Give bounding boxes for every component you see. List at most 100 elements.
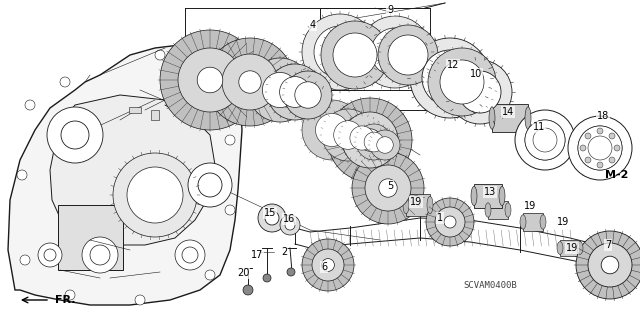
Circle shape: [312, 249, 344, 281]
Circle shape: [426, 198, 474, 246]
Text: 6: 6: [321, 262, 327, 272]
Circle shape: [44, 249, 56, 261]
Circle shape: [597, 162, 603, 168]
Circle shape: [328, 98, 412, 182]
Circle shape: [210, 70, 220, 80]
Circle shape: [585, 133, 591, 139]
Circle shape: [243, 285, 253, 295]
Circle shape: [205, 270, 215, 280]
Bar: [523, 213, 543, 231]
Circle shape: [340, 116, 384, 160]
Circle shape: [263, 274, 271, 282]
Circle shape: [448, 60, 512, 124]
Text: 19: 19: [557, 217, 569, 227]
Circle shape: [515, 110, 575, 170]
Text: 7: 7: [605, 240, 611, 250]
Circle shape: [364, 132, 384, 152]
Text: 12: 12: [447, 60, 459, 70]
Circle shape: [422, 50, 478, 106]
Polygon shape: [50, 95, 215, 245]
Circle shape: [17, 170, 27, 180]
Circle shape: [580, 145, 586, 151]
Circle shape: [350, 126, 374, 150]
Circle shape: [61, 121, 89, 149]
Circle shape: [333, 121, 362, 149]
Circle shape: [601, 256, 619, 274]
Text: 9: 9: [387, 5, 393, 15]
Circle shape: [222, 54, 278, 110]
Circle shape: [20, 255, 30, 265]
Ellipse shape: [577, 241, 583, 254]
Circle shape: [113, 153, 197, 237]
Ellipse shape: [485, 203, 491, 217]
Circle shape: [25, 100, 35, 110]
Ellipse shape: [489, 107, 495, 129]
Circle shape: [410, 38, 490, 118]
Circle shape: [239, 71, 261, 93]
Text: 10: 10: [470, 69, 482, 79]
Circle shape: [287, 268, 295, 276]
Text: 5: 5: [387, 181, 393, 191]
Text: 19: 19: [524, 201, 536, 211]
Circle shape: [60, 77, 70, 87]
Bar: [406, 194, 430, 216]
Circle shape: [378, 25, 438, 85]
Circle shape: [614, 145, 620, 151]
Circle shape: [359, 129, 381, 151]
Circle shape: [258, 204, 286, 232]
Bar: [58, 205, 123, 270]
Circle shape: [302, 14, 378, 90]
Ellipse shape: [505, 203, 511, 217]
Polygon shape: [8, 45, 242, 305]
Circle shape: [206, 38, 294, 126]
Circle shape: [280, 215, 300, 235]
Circle shape: [388, 35, 428, 75]
Circle shape: [225, 205, 235, 215]
Circle shape: [38, 243, 62, 267]
Circle shape: [155, 50, 165, 60]
Circle shape: [597, 128, 603, 134]
Circle shape: [82, 237, 118, 273]
Circle shape: [197, 67, 223, 93]
Circle shape: [262, 72, 298, 108]
Circle shape: [609, 133, 615, 139]
Text: 4: 4: [310, 20, 316, 30]
Text: 19: 19: [566, 243, 578, 253]
Circle shape: [352, 152, 424, 224]
Text: SCVAM0400B: SCVAM0400B: [463, 280, 517, 290]
Circle shape: [316, 114, 349, 146]
Text: 19: 19: [410, 197, 422, 207]
Bar: [129, 107, 141, 113]
Ellipse shape: [540, 215, 546, 229]
Circle shape: [333, 33, 377, 77]
Ellipse shape: [525, 107, 531, 129]
Bar: [488, 201, 508, 219]
Bar: [474, 184, 502, 208]
Ellipse shape: [557, 241, 563, 254]
Circle shape: [578, 126, 622, 170]
Circle shape: [322, 259, 334, 271]
Circle shape: [47, 107, 103, 163]
Circle shape: [178, 48, 242, 112]
Text: 14: 14: [502, 107, 514, 117]
Circle shape: [459, 71, 501, 113]
Circle shape: [322, 109, 374, 161]
Circle shape: [444, 216, 456, 228]
Circle shape: [578, 126, 622, 170]
Circle shape: [588, 136, 612, 160]
Circle shape: [302, 239, 354, 291]
Circle shape: [568, 116, 632, 180]
Circle shape: [609, 157, 615, 163]
Circle shape: [428, 48, 496, 116]
Circle shape: [371, 28, 419, 76]
Text: 15: 15: [264, 208, 276, 218]
Circle shape: [90, 245, 110, 265]
Circle shape: [314, 26, 366, 78]
Circle shape: [198, 173, 222, 197]
Circle shape: [182, 247, 198, 263]
Bar: [151, 110, 159, 120]
Circle shape: [65, 290, 75, 300]
Text: 11: 11: [533, 122, 545, 132]
Ellipse shape: [499, 186, 505, 206]
Circle shape: [379, 179, 397, 197]
